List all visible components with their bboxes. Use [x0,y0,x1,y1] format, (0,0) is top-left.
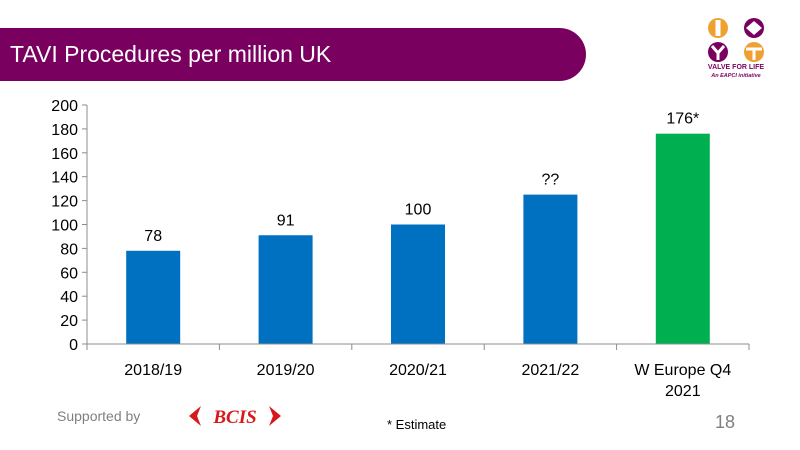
y-tick-label: 160 [51,146,78,163]
bars [126,133,710,344]
y-tick-label: 100 [51,218,78,235]
y-tick-label: 120 [51,194,78,211]
bar [655,133,710,344]
supported-by-label: Supported by [57,408,141,424]
data-label: 100 [405,202,432,219]
data-label: 91 [277,212,295,229]
x-axis: 2018/19 2019/20 2020/21 2021/22 W Europe Q4 2… [86,343,750,400]
x-tick-label: W Europe Q4 [634,362,731,379]
data-label: 176* [666,111,699,128]
data-labels: 78 91 100?? 176* [144,111,699,245]
bar [258,235,313,344]
x-tick-label: 2018/19 [124,362,182,379]
x-tick-label: 2021 [665,383,701,400]
y-tick-label: 20 [60,313,78,330]
slide-title: TAVI Procedures per million UK [10,41,332,67]
logo-subtitle: An EAPCI initiative [711,73,761,79]
bcis-logo-text: BCIS [212,407,256,428]
y-tick-label: 0 [69,337,78,354]
x-tick-label: 2021/22 [521,362,579,379]
bar [523,194,578,344]
y-tick-label: 140 [51,170,78,187]
data-label: 78 [144,228,162,245]
bcis-logo: BCIS [189,406,281,428]
footnote: * Estimate [387,417,447,432]
title-bar: TAVI Procedures per million UK [0,28,586,81]
x-tick-label: 2020/21 [389,362,447,379]
y-tick-label: 200 [51,98,78,115]
y-tick-label: 60 [60,265,78,282]
y-tick-label: 80 [60,241,78,258]
valve-for-life-logo: VALVE FOR LIFE An EAPCI initiative [700,16,772,86]
y-tick-label: 40 [60,289,78,306]
page-number: 18 [715,412,736,432]
x-tick-label: 2019/20 [257,362,315,379]
bar [126,250,181,344]
valve-logo-icon [708,18,764,62]
data-label: ?? [542,172,560,189]
y-axis: 0 20 40 60 80 100 120 140 160 180 200 [51,98,88,354]
bar [391,224,445,344]
y-tick-label: 180 [51,122,78,139]
logo-tagline: VALVE FOR LIFE [707,64,765,71]
